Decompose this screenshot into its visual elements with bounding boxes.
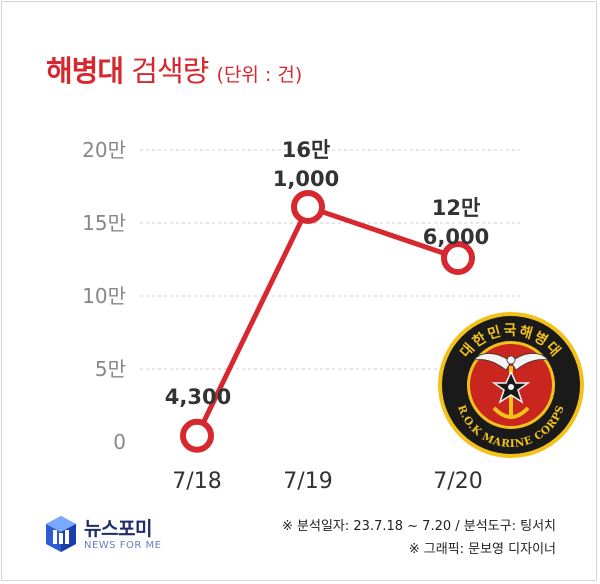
newsforme-logo: 뉴스포미 NEWS FOR ME xyxy=(44,512,194,558)
y-tick-label: 15만 xyxy=(82,211,126,235)
data-label: 12만 xyxy=(432,196,481,220)
x-tick-label: 7/19 xyxy=(283,469,332,494)
footer-analysis: ※ 분석일자: 23.7.18 ~ 7.20 / 분석도구: 팅서치 xyxy=(282,519,556,534)
x-tick-label: 7/20 xyxy=(433,469,482,494)
data-label: 6,000 xyxy=(423,225,489,249)
data-label: 4,300 xyxy=(165,385,231,409)
y-tick-label: 5만 xyxy=(95,357,126,381)
title-unit: (단위 : 건) xyxy=(216,64,303,86)
data-point xyxy=(180,418,214,453)
title-normal: 검색량 xyxy=(131,54,209,88)
data-point xyxy=(291,189,325,224)
y-tick-label: 10만 xyxy=(82,284,126,308)
x-tick-label: 7/18 xyxy=(172,469,221,494)
logo-subtitle: NEWS FOR ME xyxy=(84,540,162,551)
title-bold: 해병대 xyxy=(46,54,124,88)
chart-title: 해병대 검색량 (단위 : 건) xyxy=(46,48,302,90)
y-tick-label: 20만 xyxy=(82,138,126,162)
marine-corps-emblem: 대한민국해병대 R.O.K MARINE CORPS xyxy=(438,312,584,458)
logo-name: 뉴스포미 xyxy=(84,518,152,540)
y-tick-label: 0 xyxy=(113,430,126,454)
logo-mark-icon xyxy=(46,516,76,552)
series-line xyxy=(194,204,459,437)
footer-graphic: ※ 그래픽: 문보영 디자이너 xyxy=(408,542,556,557)
data-label: 16만 xyxy=(282,138,331,162)
data-label: 1,000 xyxy=(273,167,339,191)
data-point xyxy=(441,241,475,276)
